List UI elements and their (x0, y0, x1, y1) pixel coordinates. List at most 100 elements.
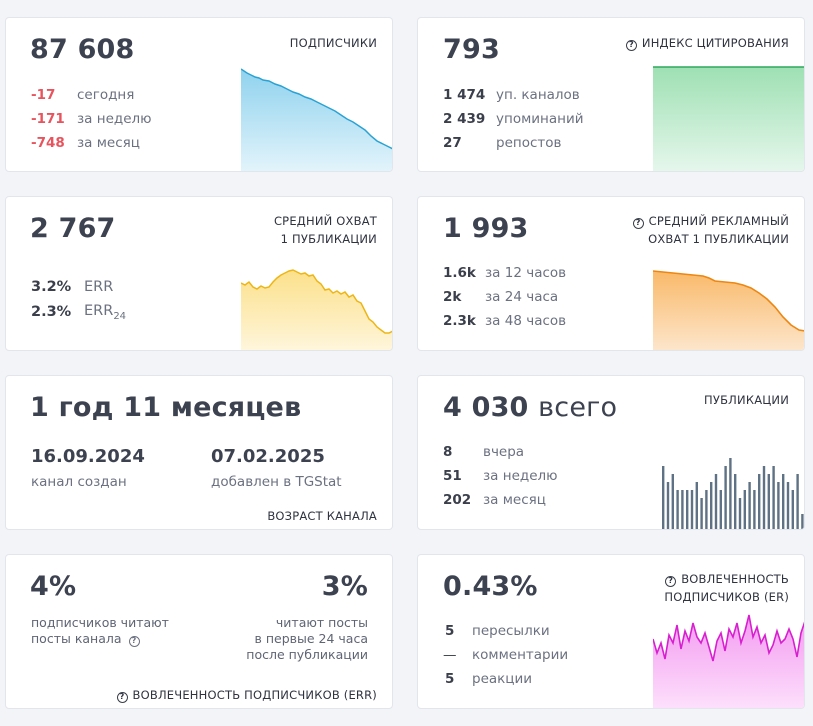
posts-bar (748, 482, 751, 529)
er-sparkline (653, 614, 804, 708)
posts-row-yesterday: 8 вчера (443, 440, 524, 464)
posts-bar (724, 466, 727, 529)
subscribers-row-week: -171 за неделю (31, 107, 152, 131)
er-row-comments: — комментарии (443, 643, 568, 667)
subscribers-row-month: -748 за месяц (31, 131, 140, 155)
reach-value: 2 767 (30, 213, 116, 244)
err-caption: ? ВОВЛЕЧЕННОСТЬ ПОДПИСЧИКОВ (ERR) (116, 686, 377, 704)
reach-caption: СРЕДНИЙ ОХВАТ 1 ПУБЛИКАЦИИ (274, 212, 377, 248)
citation-reposts-label: репостов (496, 135, 562, 151)
er-caption-line1: ВОВЛЕЧЕННОСТЬ (681, 572, 789, 586)
reach-err24-label: ERR24 (84, 303, 126, 322)
posts-bar (700, 498, 703, 529)
subscribers-sparkline (241, 68, 392, 171)
channel-age-card[interactable]: 1 год 11 месяцев 16.09.2024 канал создан… (5, 375, 393, 530)
er-value: 0.43% (443, 571, 538, 602)
added-label: добавлен в TGStat (211, 474, 342, 490)
ad-reach-row-48h: 2.3k за 48 часов (443, 309, 566, 333)
ad-reach-12h-label: за 12 часов (485, 265, 567, 281)
subscribers-week-label: за неделю (77, 111, 152, 127)
posts-bar (796, 474, 799, 529)
citation-index-value: 793 (443, 34, 500, 65)
posts-bar (695, 482, 698, 529)
ad-reach-row-24h: 2k за 24 часа (443, 285, 558, 309)
er-row-reactions: 5 реакции (445, 667, 532, 691)
reach-card[interactable]: 2 767 СРЕДНИЙ ОХВАТ 1 ПУБЛИКАЦИИ 3.2% ER… (5, 196, 393, 351)
err-caption-text: ВОВЛЕЧЕННОСТЬ ПОДПИСЧИКОВ (ERR) (132, 688, 377, 702)
citation-mentions-value: 2 439 (443, 111, 486, 127)
channel-age-value: 1 год 11 месяцев (30, 392, 302, 423)
citation-card[interactable]: 793 ? ИНДЕКС ЦИТИРОВАНИЯ 1 474 уп. канало… (417, 17, 805, 172)
err-right-text-line2: в первые 24 часа (254, 631, 369, 646)
citation-channels-value: 1 474 (443, 87, 486, 103)
ad-reach-12h-value: 1.6k (443, 265, 476, 281)
posts-bar (666, 482, 670, 529)
posts-month-label: за месяц (483, 492, 546, 508)
question-circle-icon[interactable]: ? (625, 40, 637, 51)
reach-row-err: 3.2% ERR (31, 275, 113, 299)
err-right-text: читают посты в первые 24 часа после публ… (246, 615, 368, 663)
ad-reach-value: 1 993 (443, 213, 529, 244)
err-card[interactable]: 4% подписчиков читают посты канала ? 3% … (5, 554, 393, 709)
ad-reach-line (653, 270, 804, 332)
posts-bar (791, 490, 794, 529)
posts-bar (676, 490, 679, 529)
posts-bar (777, 482, 780, 529)
er-card[interactable]: 0.43% ? ВОВЛЕЧЕННОСТЬ ПОДПИСЧИКОВ (ER) 5 … (417, 554, 805, 709)
question-circle-icon[interactable]: ? (116, 692, 128, 703)
citation-channels-label: уп. каналов (496, 87, 580, 103)
posts-bar (681, 490, 684, 529)
posts-total: 4 030 всего (443, 392, 617, 423)
subscribers-row-today: -17 сегодня (31, 83, 134, 107)
er-caption-line2: ПОДПИСЧИКОВ (ER) (664, 590, 789, 604)
err-left-text-line2: посты канала (31, 631, 122, 646)
reach-err24-label-main: ERR (84, 302, 114, 319)
reach-row-err24: 2.3% ERR24 (31, 300, 126, 324)
reach-err24-value: 2.3% (31, 304, 72, 320)
posts-bar (710, 482, 713, 529)
subscribers-line (241, 68, 392, 150)
posts-caption: ПУБЛИКАЦИИ (704, 393, 789, 407)
ad-reach-row-12h: 1.6k за 12 часов (443, 261, 566, 285)
subscribers-card[interactable]: 87 608 ПОДПИСЧИКИ -17 сегодня -171 за не… (5, 17, 393, 172)
question-circle-icon[interactable]: ? (632, 218, 644, 229)
subscribers-area (241, 69, 392, 171)
posts-week-value: 51 (443, 468, 462, 484)
question-circle-icon[interactable]: ? (128, 636, 140, 647)
posts-total-suffix: всего (538, 392, 618, 423)
citation-sparkline (653, 66, 804, 171)
created-label: канал создан (31, 474, 127, 490)
posts-week-label: за неделю (483, 468, 558, 484)
er-caption-line1-wrap: ? ВОВЛЕЧЕННОСТЬ (664, 570, 789, 588)
subscribers-count: 87 608 (30, 34, 135, 65)
er-line (653, 614, 804, 662)
er-area (653, 615, 804, 708)
subscribers-today-value: -17 (31, 87, 56, 103)
er-caption: ? ВОВЛЕЧЕННОСТЬ ПОДПИСЧИКОВ (ER) (664, 570, 789, 606)
posts-bar-chart (662, 458, 804, 529)
posts-yesterday-value: 8 (443, 444, 453, 460)
added-date: 07.02.2025 (211, 446, 325, 467)
posts-card[interactable]: 4 030 всего ПУБЛИКАЦИИ 8 вчера 51 за нед… (417, 375, 805, 530)
reach-err24-label-sub: 24 (113, 310, 127, 322)
question-circle-icon[interactable]: ? (665, 576, 677, 587)
er-forwards-label: пересылки (472, 623, 550, 639)
err-right-value: 3% (321, 571, 368, 602)
ad-reach-card[interactable]: 1 993 ? СРЕДНИЙ РЕКЛАМНЫЙ ОХВАТ 1 ПУБЛИКА… (417, 196, 805, 351)
posts-bar (772, 466, 775, 529)
ad-reach-area (653, 271, 804, 350)
posts-bar (690, 490, 694, 529)
subscribers-week-value: -171 (31, 111, 65, 127)
created-date: 16.09.2024 (31, 446, 145, 467)
ad-reach-48h-value: 2.3k (443, 313, 476, 329)
ad-reach-caption: ? СРЕДНИЙ РЕКЛАМНЫЙ ОХВАТ 1 ПУБЛИКАЦИИ (632, 212, 789, 248)
posts-total-value: 4 030 (443, 392, 529, 423)
posts-bar (729, 458, 732, 529)
reach-area (241, 270, 392, 350)
posts-bar (686, 490, 689, 529)
subscribers-caption: ПОДПИСЧИКИ (289, 36, 377, 50)
posts-month-value: 202 (443, 492, 472, 508)
er-comments-value: — (443, 647, 457, 663)
posts-row-month: 202 за месяц (443, 488, 546, 512)
ad-reach-caption-line1: СРЕДНИЙ РЕКЛАМНЫЙ (648, 214, 789, 228)
